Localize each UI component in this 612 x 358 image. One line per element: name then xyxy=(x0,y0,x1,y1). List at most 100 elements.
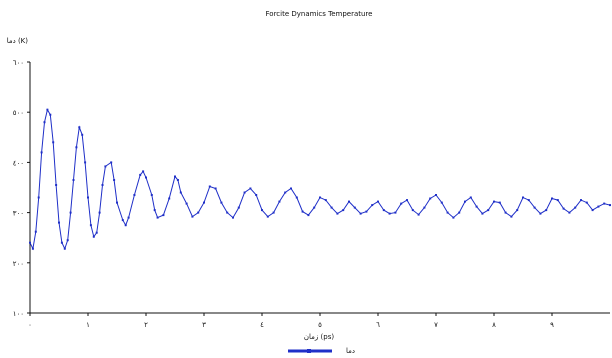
x-tick-label: ٢ xyxy=(144,321,148,329)
temperature-data-point xyxy=(574,206,577,209)
temperature-data-point xyxy=(37,196,40,199)
temperature-data-point xyxy=(481,212,484,215)
temperature-data-point xyxy=(150,194,153,196)
temperature-data-point xyxy=(63,247,66,250)
temperature-data-point xyxy=(359,212,362,215)
temperature-data-point xyxy=(498,201,501,204)
y-tick-label: ١٠٠ xyxy=(13,310,24,318)
temperature-data-point xyxy=(49,113,52,116)
temperature-data-point xyxy=(156,216,159,219)
temperature-data-point xyxy=(377,200,379,203)
temperature-data-point xyxy=(162,214,165,217)
temperature-data-point xyxy=(127,216,130,219)
temperature-data-point xyxy=(116,201,118,204)
temperature-data-point xyxy=(562,207,565,210)
temperature-data-point xyxy=(29,241,31,244)
y-tick-label: ٥٠٠ xyxy=(13,109,24,117)
x-tick-label: ٥ xyxy=(318,321,322,329)
y-ticks: ١٠٠ ٢٠٠ ٣٠٠ ٤٠٠ ٥٠٠ ٦٠٠ xyxy=(13,59,30,318)
temperature-data-point xyxy=(121,219,124,222)
temperature-data-point xyxy=(545,209,548,212)
temperature-data-point xyxy=(139,173,142,176)
x-tick-label: ٦ xyxy=(376,321,380,329)
legend: دما xyxy=(288,347,355,355)
temperature-data-point xyxy=(406,199,408,202)
temperature-data-point xyxy=(290,187,292,190)
temperature-data-point xyxy=(179,191,182,194)
temperature-data-point xyxy=(43,121,46,124)
temperature-data-point xyxy=(353,206,356,209)
temperature-data-point xyxy=(176,179,179,181)
temperature-data-point xyxy=(78,126,81,129)
temperature-data-point xyxy=(55,184,58,186)
temperature-data-point xyxy=(510,215,513,218)
x-tick-label: ٤ xyxy=(260,321,264,329)
temperature-data-point xyxy=(208,185,211,188)
temperature-data-point xyxy=(145,176,147,179)
temperature-data-point xyxy=(440,201,443,204)
temperature-data-point xyxy=(400,202,403,205)
temperature-data-point xyxy=(226,211,229,214)
temperature-data-point xyxy=(342,209,345,212)
temperature-data-point xyxy=(458,211,461,214)
temperature-data-point xyxy=(319,196,321,199)
temperature-data-point xyxy=(174,175,176,178)
temperature-data-point xyxy=(133,194,136,196)
x-tick-label: ٧ xyxy=(434,321,438,329)
temperature-data-point xyxy=(255,194,258,196)
temperature-data-point xyxy=(84,161,87,164)
temperature-data-point xyxy=(278,200,281,203)
temperature-data-point xyxy=(591,209,594,212)
temperature-data-point xyxy=(324,199,327,202)
temperature-data-point xyxy=(249,187,252,190)
legend-marker xyxy=(307,349,311,353)
temperature-data-point xyxy=(58,221,60,224)
temperature-data-point xyxy=(551,197,553,200)
temperature-data-point xyxy=(464,200,466,203)
temperature-data-point xyxy=(423,206,426,209)
chart-title: Forcite Dynamics Temperature xyxy=(266,10,373,18)
x-tick-label: ٣ xyxy=(202,321,206,329)
temperature-data-point xyxy=(365,210,368,213)
temperature-series-line xyxy=(29,108,611,251)
temperature-data-point xyxy=(580,199,582,202)
temperature-data-point xyxy=(153,209,156,212)
temperature-data-point xyxy=(261,209,263,212)
temperature-data-point xyxy=(46,108,49,111)
temperature-data-point xyxy=(75,146,78,149)
temperature-data-point xyxy=(104,165,107,168)
temperature-data-point xyxy=(98,211,101,214)
temperature-data-point xyxy=(295,196,298,199)
series-layer xyxy=(29,108,611,251)
temperature-data-point xyxy=(191,215,194,218)
temperature-data-point xyxy=(110,161,113,164)
temperature-data-point xyxy=(429,197,432,200)
temperature-data-point xyxy=(81,133,84,136)
temperature-data-point xyxy=(348,200,350,203)
temperature-data-point xyxy=(40,151,43,154)
y-axis-label: دما (K) xyxy=(7,37,29,45)
temperature-data-point xyxy=(597,205,600,208)
temperature-data-point xyxy=(214,187,217,190)
temperature-data-point xyxy=(382,209,385,212)
temperature-data-point xyxy=(60,241,63,244)
temperature-data-point xyxy=(411,209,414,212)
temperature-data-point xyxy=(101,184,104,186)
y-tick-label: ٤٠٠ xyxy=(13,159,24,167)
temperature-data-point xyxy=(603,202,606,205)
temperature-data-point xyxy=(232,216,234,219)
y-tick-label: ٦٠٠ xyxy=(13,59,24,67)
temperature-data-point xyxy=(185,202,188,205)
temperature-data-point xyxy=(516,209,519,212)
temperature-data-point xyxy=(95,231,98,234)
x-ticks: ٠ ١ ٢ ٣ ٤ ٥ ٦ ٧ ٨ ٩ xyxy=(28,313,554,329)
temperature-data-point xyxy=(585,201,588,204)
temperature-data-point xyxy=(539,212,542,215)
temperature-data-point xyxy=(237,206,240,209)
temperature-data-point xyxy=(142,170,145,173)
temperature-data-point xyxy=(220,201,223,204)
temperature-data-point xyxy=(284,191,287,194)
temperature-data-point xyxy=(417,213,420,216)
temperature-data-point xyxy=(89,224,92,227)
